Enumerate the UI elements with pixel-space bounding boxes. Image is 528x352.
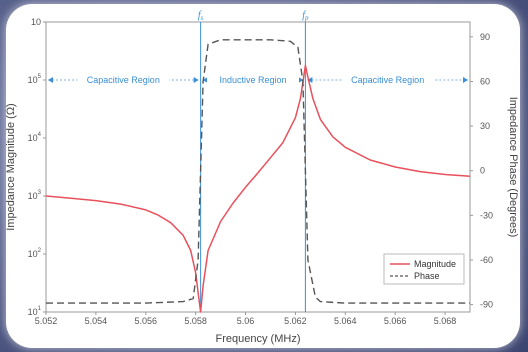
region-arrowhead-right (298, 77, 304, 83)
y-right-tick-label: 0 (480, 166, 485, 176)
legend: Magnitude Phase (383, 253, 465, 285)
y-left-tick-label: 101 (28, 306, 42, 317)
region-label-bg (207, 72, 300, 86)
x-tick-label: 5.064 (334, 316, 357, 326)
legend-phase-label: Phase (414, 271, 440, 281)
x-tick-label: 5.06 (237, 316, 255, 326)
region-arrowhead-right (463, 77, 468, 83)
x-tick-label: 5.054 (85, 316, 108, 326)
x-tick-label: 5.068 (434, 316, 457, 326)
region-label: Capacitive Region (351, 75, 424, 85)
series-line-phase (46, 39, 470, 304)
y-left-axis-label: Impedance Magnitude (Ω) (5, 103, 17, 230)
region-arrowhead-left (48, 77, 53, 83)
region-arrowhead-left (307, 77, 313, 83)
y-right-tick-label: -30 (480, 210, 493, 220)
x-axis-label: Frequency (MHz) (216, 333, 301, 345)
region-label: Inductive Region (219, 75, 286, 85)
y-left-tick-label: 103 (28, 190, 42, 201)
y-left-tick-label: 102 (28, 248, 42, 259)
x-tick-label: 5.058 (184, 316, 207, 326)
x-tick-label: 5.052 (35, 316, 58, 326)
region-label-bg (77, 72, 170, 86)
series-line-magnitude (45, 64, 471, 313)
y-right-tick-label: -60 (480, 255, 493, 265)
y-right-tick-label: -90 (480, 300, 493, 310)
region-arrowhead-right (193, 77, 199, 83)
region-arrowhead-left (202, 77, 208, 83)
marker-label-fp: fp (302, 10, 309, 22)
legend-magnitude-label: Magnitude (414, 259, 456, 269)
region-label: Capacitive Region (87, 75, 160, 85)
region-label-bg (341, 72, 434, 86)
y-right-axis-label: Impedance Phase (Degrees) (507, 97, 519, 238)
chart-frame (6, 4, 520, 348)
y-right-tick-label: 90 (480, 32, 490, 42)
legend-box (383, 253, 465, 285)
plot-area (45, 21, 471, 313)
marker-label-fs: fs (198, 10, 204, 22)
y-right-tick-label: 30 (480, 121, 490, 131)
x-tick-label: 5.062 (284, 316, 307, 326)
y-left-tick-label: 105 (28, 74, 42, 85)
x-tick-label: 5.056 (134, 316, 157, 326)
y-left-tick-label: 10 (31, 17, 41, 27)
x-tick-label: 5.066 (384, 316, 407, 326)
y-right-tick-label: 60 (480, 76, 490, 86)
y-left-tick-label: 104 (28, 132, 42, 143)
